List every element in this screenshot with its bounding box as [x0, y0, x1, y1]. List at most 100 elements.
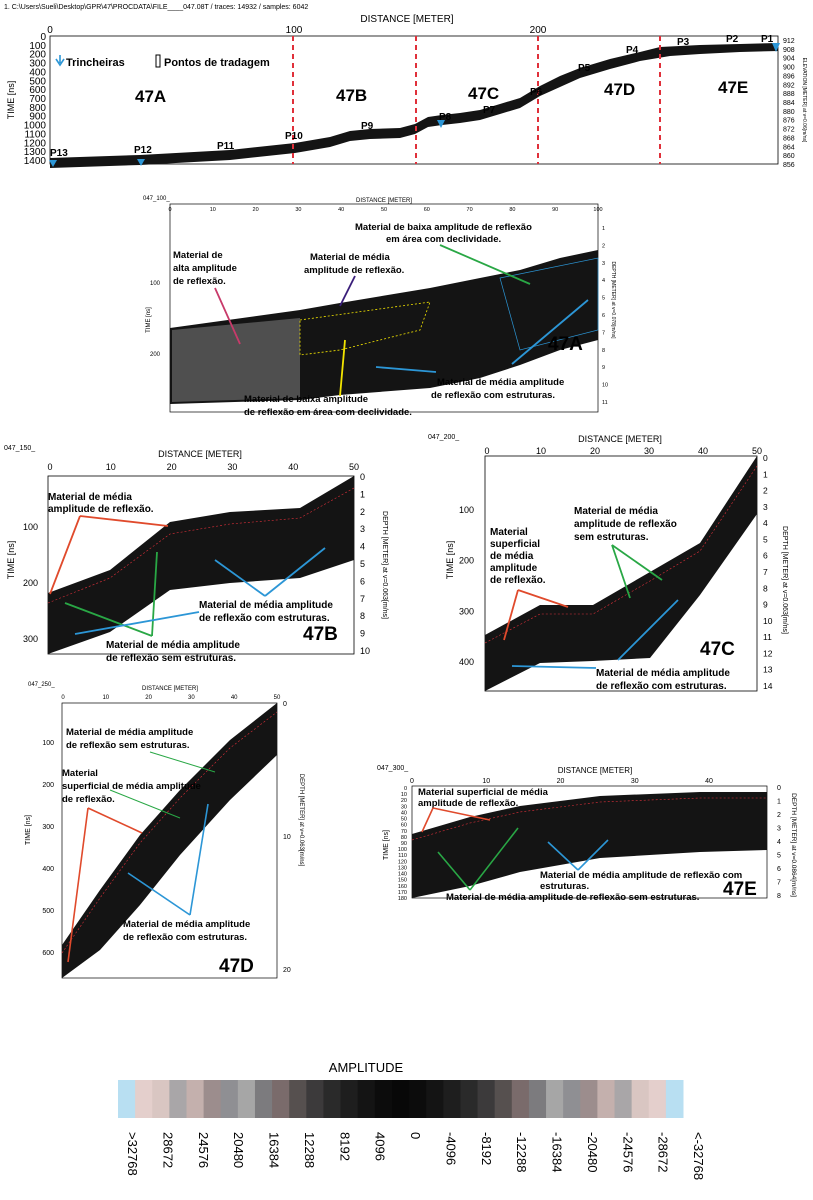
47a-file-label: 047_100_ — [143, 196, 170, 202]
47c-dtick-0: 0 — [763, 453, 768, 463]
profile-ytick-11: 1100 — [24, 129, 46, 140]
47e-ytick-14: 140 — [398, 872, 407, 878]
47c-ann-struct-line2: de reflexão com estruturas. — [596, 681, 727, 692]
47c-file-label: 047_200_ — [428, 434, 459, 441]
profile-xtick-0: 0 — [47, 25, 53, 36]
47d-radargram — [62, 703, 277, 978]
47d-xtick-2: 20 — [145, 695, 152, 701]
47e-ann-surf-line2: amplitude de reflexão. — [418, 798, 518, 809]
47c-dtick-7: 7 — [763, 567, 768, 577]
47e-dtick-8: 8 — [777, 893, 781, 900]
47b-dtick-2: 2 — [360, 507, 365, 517]
point-p1: P1 — [761, 34, 774, 45]
47a-ann-lowtop-line2: em área com declividade. — [386, 234, 501, 245]
47e-ytick-0: 0 — [404, 786, 407, 792]
47a-xtick-5: 50 — [381, 207, 387, 213]
47c-dtick-6: 6 — [763, 551, 768, 561]
47a-ann-struct-line2: de reflexão com estruturas. — [431, 390, 555, 401]
47e-ytick-18: 180 — [398, 896, 407, 902]
47b-xtick-1: 10 — [106, 462, 116, 472]
47c-frame — [484, 455, 758, 692]
47a-x-title: DISTANCE [METER] — [356, 198, 412, 204]
section-label-47c: 47C — [468, 84, 499, 103]
47e-arrows — [421, 807, 609, 891]
47d-surface-line — [61, 711, 278, 954]
point-p7: P7 — [483, 105, 496, 116]
amplitude-swatch-27 — [580, 1080, 598, 1118]
47b-dtick-4: 4 — [360, 542, 365, 552]
profile-etick-1: 908 — [783, 47, 795, 54]
amplitude-swatch-22 — [494, 1080, 513, 1118]
47c-dtick-13: 13 — [763, 665, 773, 675]
47b-depth-title: DEPTH [METER] at v=0.063[m/ns] — [381, 511, 388, 619]
47a-dtick-8: 9 — [602, 365, 605, 371]
47a-annotations: Material de alta amplitude de reflexão. … — [173, 222, 564, 418]
profile-ytick-6: 600 — [29, 85, 46, 96]
47a-dtick-0: 1 — [602, 226, 605, 232]
47e-file-label: 047_300_ — [377, 765, 408, 772]
amplitude-swatch-23 — [511, 1080, 530, 1118]
profile-etick-9: 876 — [783, 118, 795, 125]
47b-radargram — [48, 476, 354, 654]
profile-xtick-1: 100 — [286, 25, 303, 36]
amplitude-swatch-7 — [237, 1080, 256, 1118]
47d-dtick-1: 10 — [283, 834, 291, 841]
section-label-47b: 47B — [336, 86, 367, 105]
point-p8: P8 — [439, 112, 452, 123]
amplitude-swatch-19 — [443, 1080, 461, 1118]
47a-ann-lowbot-line1: Material de baixa amplitude — [244, 394, 368, 405]
47e-ytick-9: 90 — [401, 841, 407, 847]
47d-arrows — [67, 751, 216, 963]
47b-xtick-4: 40 — [288, 462, 298, 472]
47a-xtick-4: 40 — [338, 207, 344, 213]
47a-ytick-100: 100 — [150, 281, 161, 287]
section-dividers — [292, 36, 661, 164]
47b-dtick-7: 7 — [360, 594, 365, 604]
section-label-47d: 47D — [604, 80, 635, 99]
47e-xtick-3: 30 — [631, 778, 639, 785]
47d-ann-nostruct-line2: de reflexão sem estruturas. — [66, 740, 190, 751]
47e-ann-struct-line1: Material de média amplitude de reflexão … — [540, 870, 742, 881]
47c-dtick-10: 10 — [763, 616, 773, 626]
47e-ytick-12: 120 — [398, 859, 407, 865]
full-profile: DISTANCE [METER] 0 100 200 010020030040050… — [6, 14, 807, 169]
47b-ytick-2: 300 — [23, 634, 38, 644]
47b-ann-nostruct-line1: Material de média amplitude — [106, 640, 240, 651]
47c-surface-line — [484, 465, 758, 644]
47d-ann-surf-line2: superficial de média amplitude — [62, 781, 201, 792]
47b-xtick-0: 0 — [47, 462, 52, 472]
47b-dtick-9: 9 — [360, 629, 365, 639]
47b-dtick-3: 3 — [360, 524, 365, 534]
47e-ytick-1: 10 — [401, 792, 407, 798]
47c-dtick-11: 11 — [763, 632, 772, 642]
panel-47e: 047_300_ DISTANCE [METER] 0 10 20 30 40 0102… — [377, 765, 797, 903]
47b-xtick-5: 50 — [349, 462, 359, 472]
47d-file-label: 047_250_ — [28, 682, 55, 688]
47a-x-ticks: 0 10 20 30 40 50 60 70 80 90 100 — [168, 207, 602, 213]
amplitude-tick-12: -16384 — [550, 1132, 565, 1172]
47b-arrows — [49, 515, 326, 637]
47a-xtick-9: 90 — [552, 207, 558, 213]
profile-ytick-9: 900 — [29, 112, 46, 123]
47c-dtick-2: 2 — [763, 486, 768, 496]
47d-ytick-1: 200 — [42, 782, 54, 789]
47b-file-label: 047_150_ — [4, 445, 35, 452]
47a-dtick-1: 2 — [602, 243, 605, 249]
point-p2: P2 — [726, 34, 739, 45]
file-path-header: 1. C:\Users\Sueli\Desktop\GPR\47\PROCDAT… — [4, 4, 308, 11]
section-label-47a: 47A — [135, 87, 166, 106]
47c-dtick-12: 12 — [763, 648, 773, 658]
amplitude-tick-6: 8192 — [337, 1132, 352, 1161]
47a-ann-mid-line2: amplitude de reflexão. — [304, 265, 404, 276]
47a-ann-lowtop-line1: Material de baixa amplitude de reflexão — [355, 222, 532, 233]
47a-xtick-2: 20 — [253, 207, 259, 213]
panel-47c: 047_200_ DISTANCE [METER] 0 10 20 30 40 50 10… — [428, 434, 788, 692]
47e-x-title: DISTANCE [METER] — [558, 766, 633, 775]
amplitude-swatch-18 — [426, 1080, 444, 1118]
trench-markers — [49, 43, 780, 167]
47b-xtick-2: 20 — [167, 462, 177, 472]
47d-annotations: Material de média amplitude de reflexão … — [62, 727, 250, 943]
47d-xtick-0: 0 — [61, 695, 65, 701]
